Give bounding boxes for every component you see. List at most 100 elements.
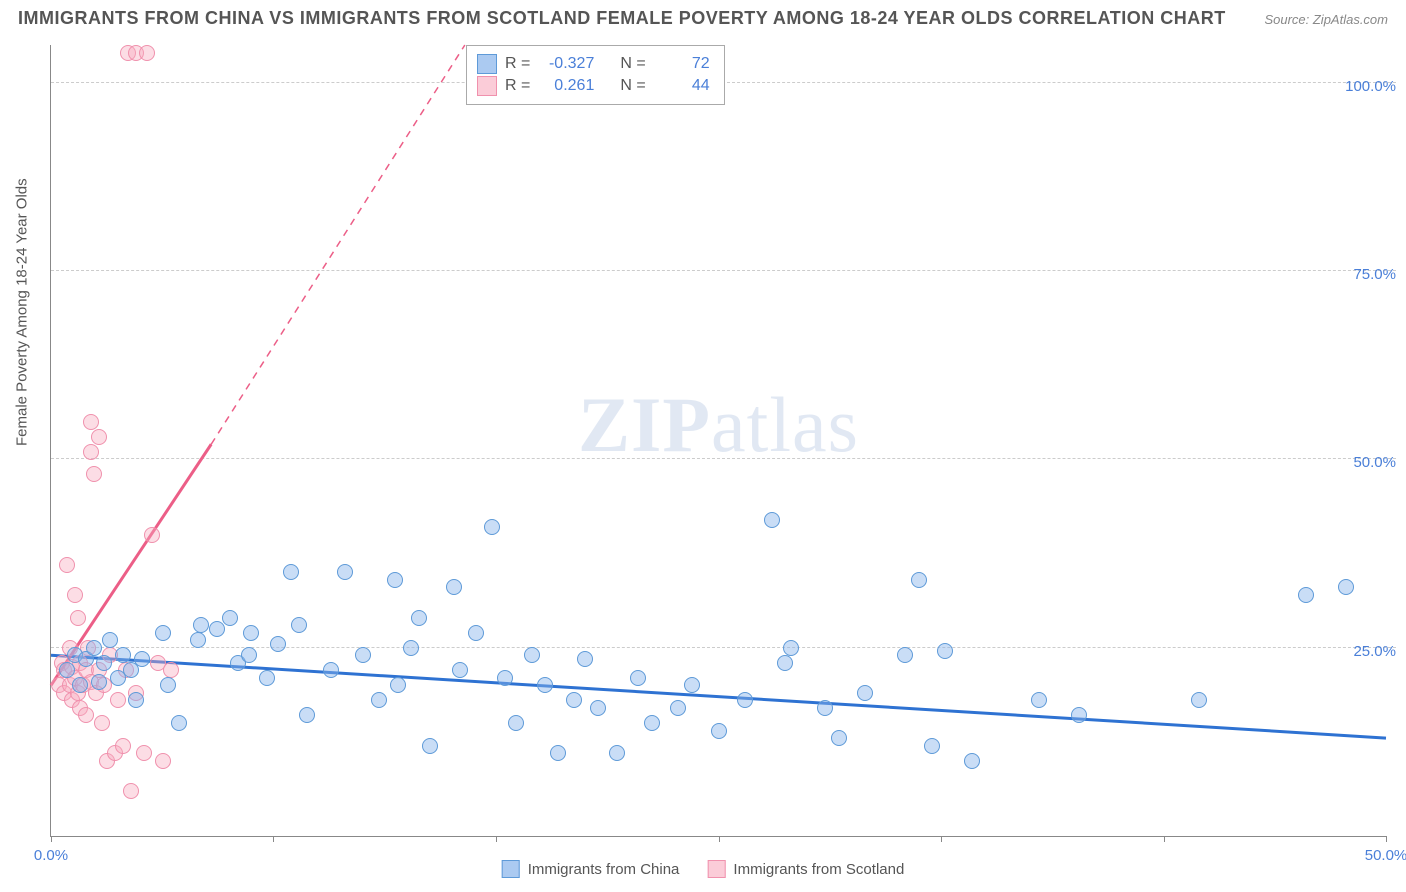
data-point [243,625,259,641]
data-point [91,674,107,690]
data-point [67,587,83,603]
data-point [411,610,427,626]
x-tick [941,836,942,842]
data-point [222,610,238,626]
data-point [86,640,102,656]
data-point [209,621,225,637]
data-point [1191,692,1207,708]
data-point [193,617,209,633]
data-point [155,753,171,769]
x-tick [1386,836,1387,842]
data-point [857,685,873,701]
data-point [144,527,160,543]
data-point [270,636,286,652]
data-point [139,45,155,61]
x-tick [51,836,52,842]
data-point [964,753,980,769]
data-point [94,715,110,731]
data-point [323,662,339,678]
data-point [508,715,524,731]
data-point [115,738,131,754]
data-point [163,662,179,678]
data-point [59,557,75,573]
data-point [72,677,88,693]
data-point [390,677,406,693]
data-point [102,632,118,648]
data-point [160,677,176,693]
data-point [831,730,847,746]
chart-title: IMMIGRANTS FROM CHINA VS IMMIGRANTS FROM… [18,8,1226,29]
data-point [422,738,438,754]
data-point [171,715,187,731]
data-point [550,745,566,761]
data-point [684,677,700,693]
data-point [1298,587,1314,603]
x-tick [273,836,274,842]
x-tick [496,836,497,842]
data-point [403,640,419,656]
data-point [609,745,625,761]
trend-lines [51,45,1386,836]
data-point [630,670,646,686]
x-tick [1164,836,1165,842]
data-point [70,610,86,626]
data-point [566,692,582,708]
swatch-pink-icon [477,76,497,96]
data-point [241,647,257,663]
data-point [937,643,953,659]
data-point [78,707,94,723]
data-point [337,564,353,580]
data-point [91,429,107,445]
data-point [644,715,660,731]
data-point [497,670,513,686]
correlation-legend: R = -0.327 N = 72 R = 0.261 N = 44 [466,45,725,105]
source-attribution: Source: ZipAtlas.com [1264,12,1388,27]
data-point [764,512,780,528]
data-point [577,651,593,667]
data-point [110,692,126,708]
data-point [484,519,500,535]
y-axis-label: Female Poverty Among 18-24 Year Olds [14,178,31,446]
data-point [83,414,99,430]
data-point [387,572,403,588]
x-tick-label: 50.0% [1365,847,1406,864]
data-point [897,647,913,663]
data-point [817,700,833,716]
data-point [190,632,206,648]
data-point [134,651,150,667]
scatter-plot-area: ZIPatlas R = -0.327 N = 72 R = 0.261 N =… [50,45,1386,837]
data-point [711,723,727,739]
data-point [83,444,99,460]
data-point [590,700,606,716]
data-point [1338,579,1354,595]
data-point [123,783,139,799]
data-point [1071,707,1087,723]
data-point [1031,692,1047,708]
data-point [371,692,387,708]
data-point [291,617,307,633]
data-point [128,692,144,708]
data-point [670,700,686,716]
legend-row-pink: R = 0.261 N = 44 [477,76,710,96]
data-point [59,662,75,678]
swatch-blue-icon [502,860,520,878]
data-point [136,745,152,761]
legend-item-china: Immigrants from China [502,860,680,878]
data-point [259,670,275,686]
swatch-pink-icon [707,860,725,878]
data-point [468,625,484,641]
chart-header: IMMIGRANTS FROM CHINA VS IMMIGRANTS FROM… [18,8,1388,29]
data-point [155,625,171,641]
data-point [911,572,927,588]
x-tick [719,836,720,842]
data-point [452,662,468,678]
legend-item-scotland: Immigrants from Scotland [707,860,904,878]
data-point [355,647,371,663]
data-point [924,738,940,754]
series-legend: Immigrants from China Immigrants from Sc… [502,860,905,878]
data-point [299,707,315,723]
data-point [283,564,299,580]
data-point [96,655,112,671]
data-point [783,640,799,656]
data-point [86,466,102,482]
